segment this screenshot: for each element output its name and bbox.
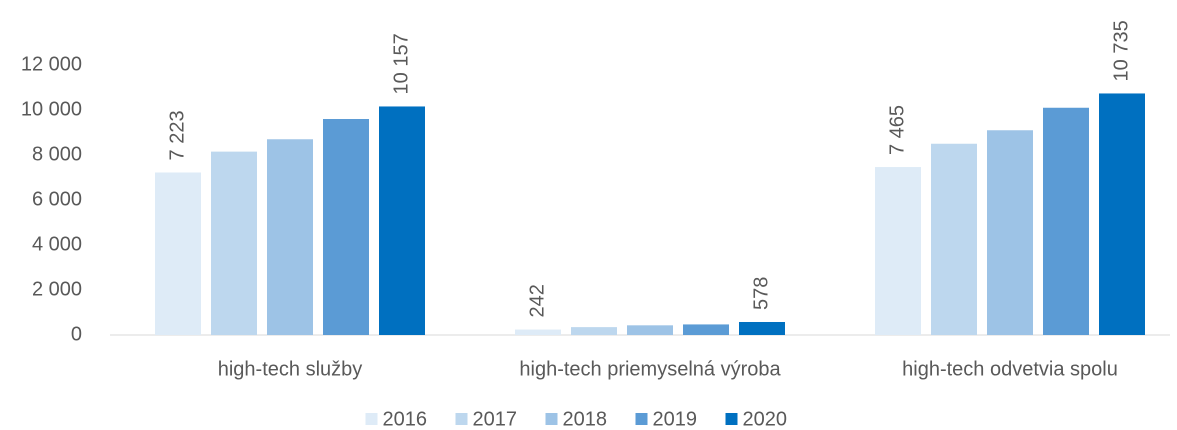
bar xyxy=(683,324,729,335)
legend-label: 2017 xyxy=(473,408,518,430)
legend-swatch xyxy=(725,413,738,425)
y-tick-label: 6 000 xyxy=(32,188,82,210)
y-tick-label: 4 000 xyxy=(32,233,82,255)
y-tick-label: 8 000 xyxy=(32,143,82,165)
x-tick-label: high-tech odvetvia spolu xyxy=(902,358,1118,380)
bar xyxy=(931,143,977,335)
bar xyxy=(155,172,201,335)
value-label: 242 xyxy=(526,284,548,317)
y-tick-label: 2 000 xyxy=(32,278,82,300)
bar xyxy=(211,151,257,335)
y-tick-label: 12 000 xyxy=(21,53,82,75)
bar xyxy=(987,130,1033,335)
y-tick-label: 0 xyxy=(71,323,82,345)
value-label: 7 223 xyxy=(166,110,188,160)
x-tick-label: high-tech priemyselná výroba xyxy=(519,358,781,380)
legend-label: 2019 xyxy=(653,408,698,430)
bar xyxy=(1043,107,1089,335)
legend-label: 2020 xyxy=(743,408,788,430)
bar xyxy=(875,167,921,335)
value-label: 10 157 xyxy=(390,33,412,94)
value-label: 578 xyxy=(750,277,772,310)
value-label: 10 735 xyxy=(1110,20,1132,81)
y-tick-label: 10 000 xyxy=(21,98,82,120)
bar xyxy=(323,119,369,335)
legend-swatch xyxy=(365,413,378,425)
legend-swatch xyxy=(455,413,468,425)
bar xyxy=(627,325,673,335)
bar xyxy=(267,139,313,335)
x-tick-label: high-tech služby xyxy=(218,358,363,380)
bar xyxy=(379,106,425,335)
bar xyxy=(571,327,617,335)
bar xyxy=(739,321,785,335)
bar xyxy=(1099,93,1145,336)
value-label: 7 465 xyxy=(886,105,908,155)
legend-label: 2018 xyxy=(563,408,608,430)
legend-swatch xyxy=(545,413,558,425)
legend-swatch xyxy=(635,413,648,425)
legend-label: 2016 xyxy=(383,408,428,430)
bar xyxy=(515,329,561,335)
